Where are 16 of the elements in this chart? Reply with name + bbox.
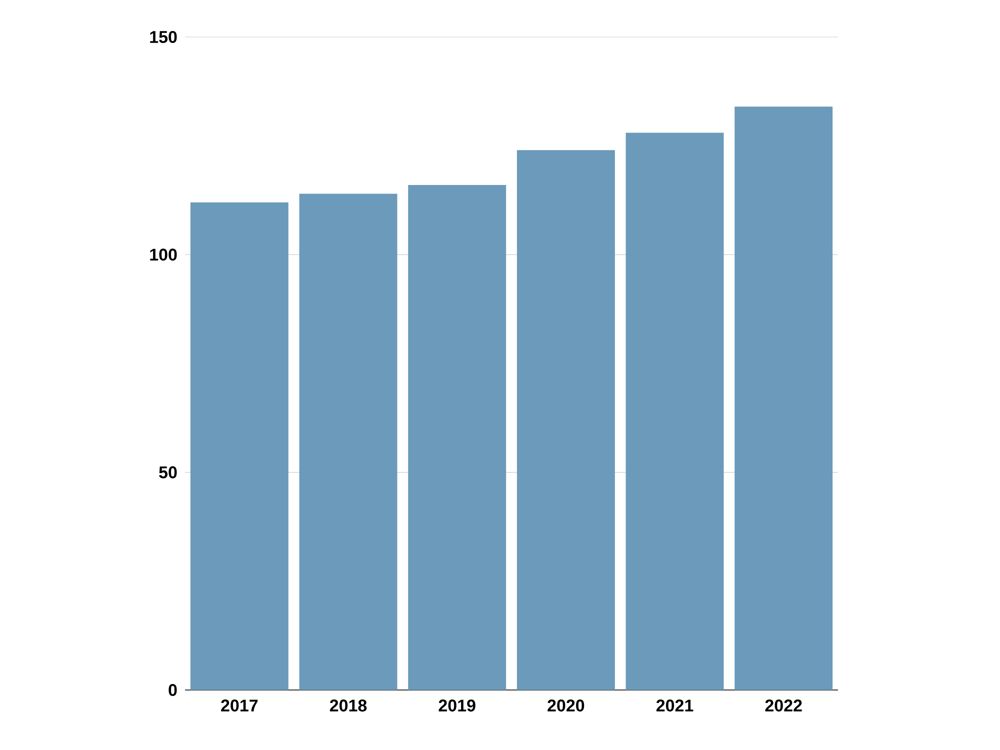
x-tick-label: 2019 — [438, 700, 476, 712]
bar — [408, 185, 506, 690]
y-tick-label: 0 — [168, 684, 177, 696]
y-tick-label: 100 — [150, 248, 177, 261]
bar — [190, 202, 288, 690]
bar — [516, 150, 615, 690]
y-tick-label: 150 — [150, 30, 177, 44]
x-tick-label: 2018 — [330, 700, 367, 712]
x-tick-label: 2020 — [548, 700, 584, 712]
bar — [734, 106, 833, 690]
x-tick-label: 2017 — [221, 700, 258, 712]
x-tick-label: 2021 — [656, 700, 694, 712]
bar — [299, 194, 398, 690]
y-tick-label: 50 — [159, 466, 177, 478]
x-tick-label: 2022 — [765, 700, 802, 712]
bar — [626, 132, 724, 690]
